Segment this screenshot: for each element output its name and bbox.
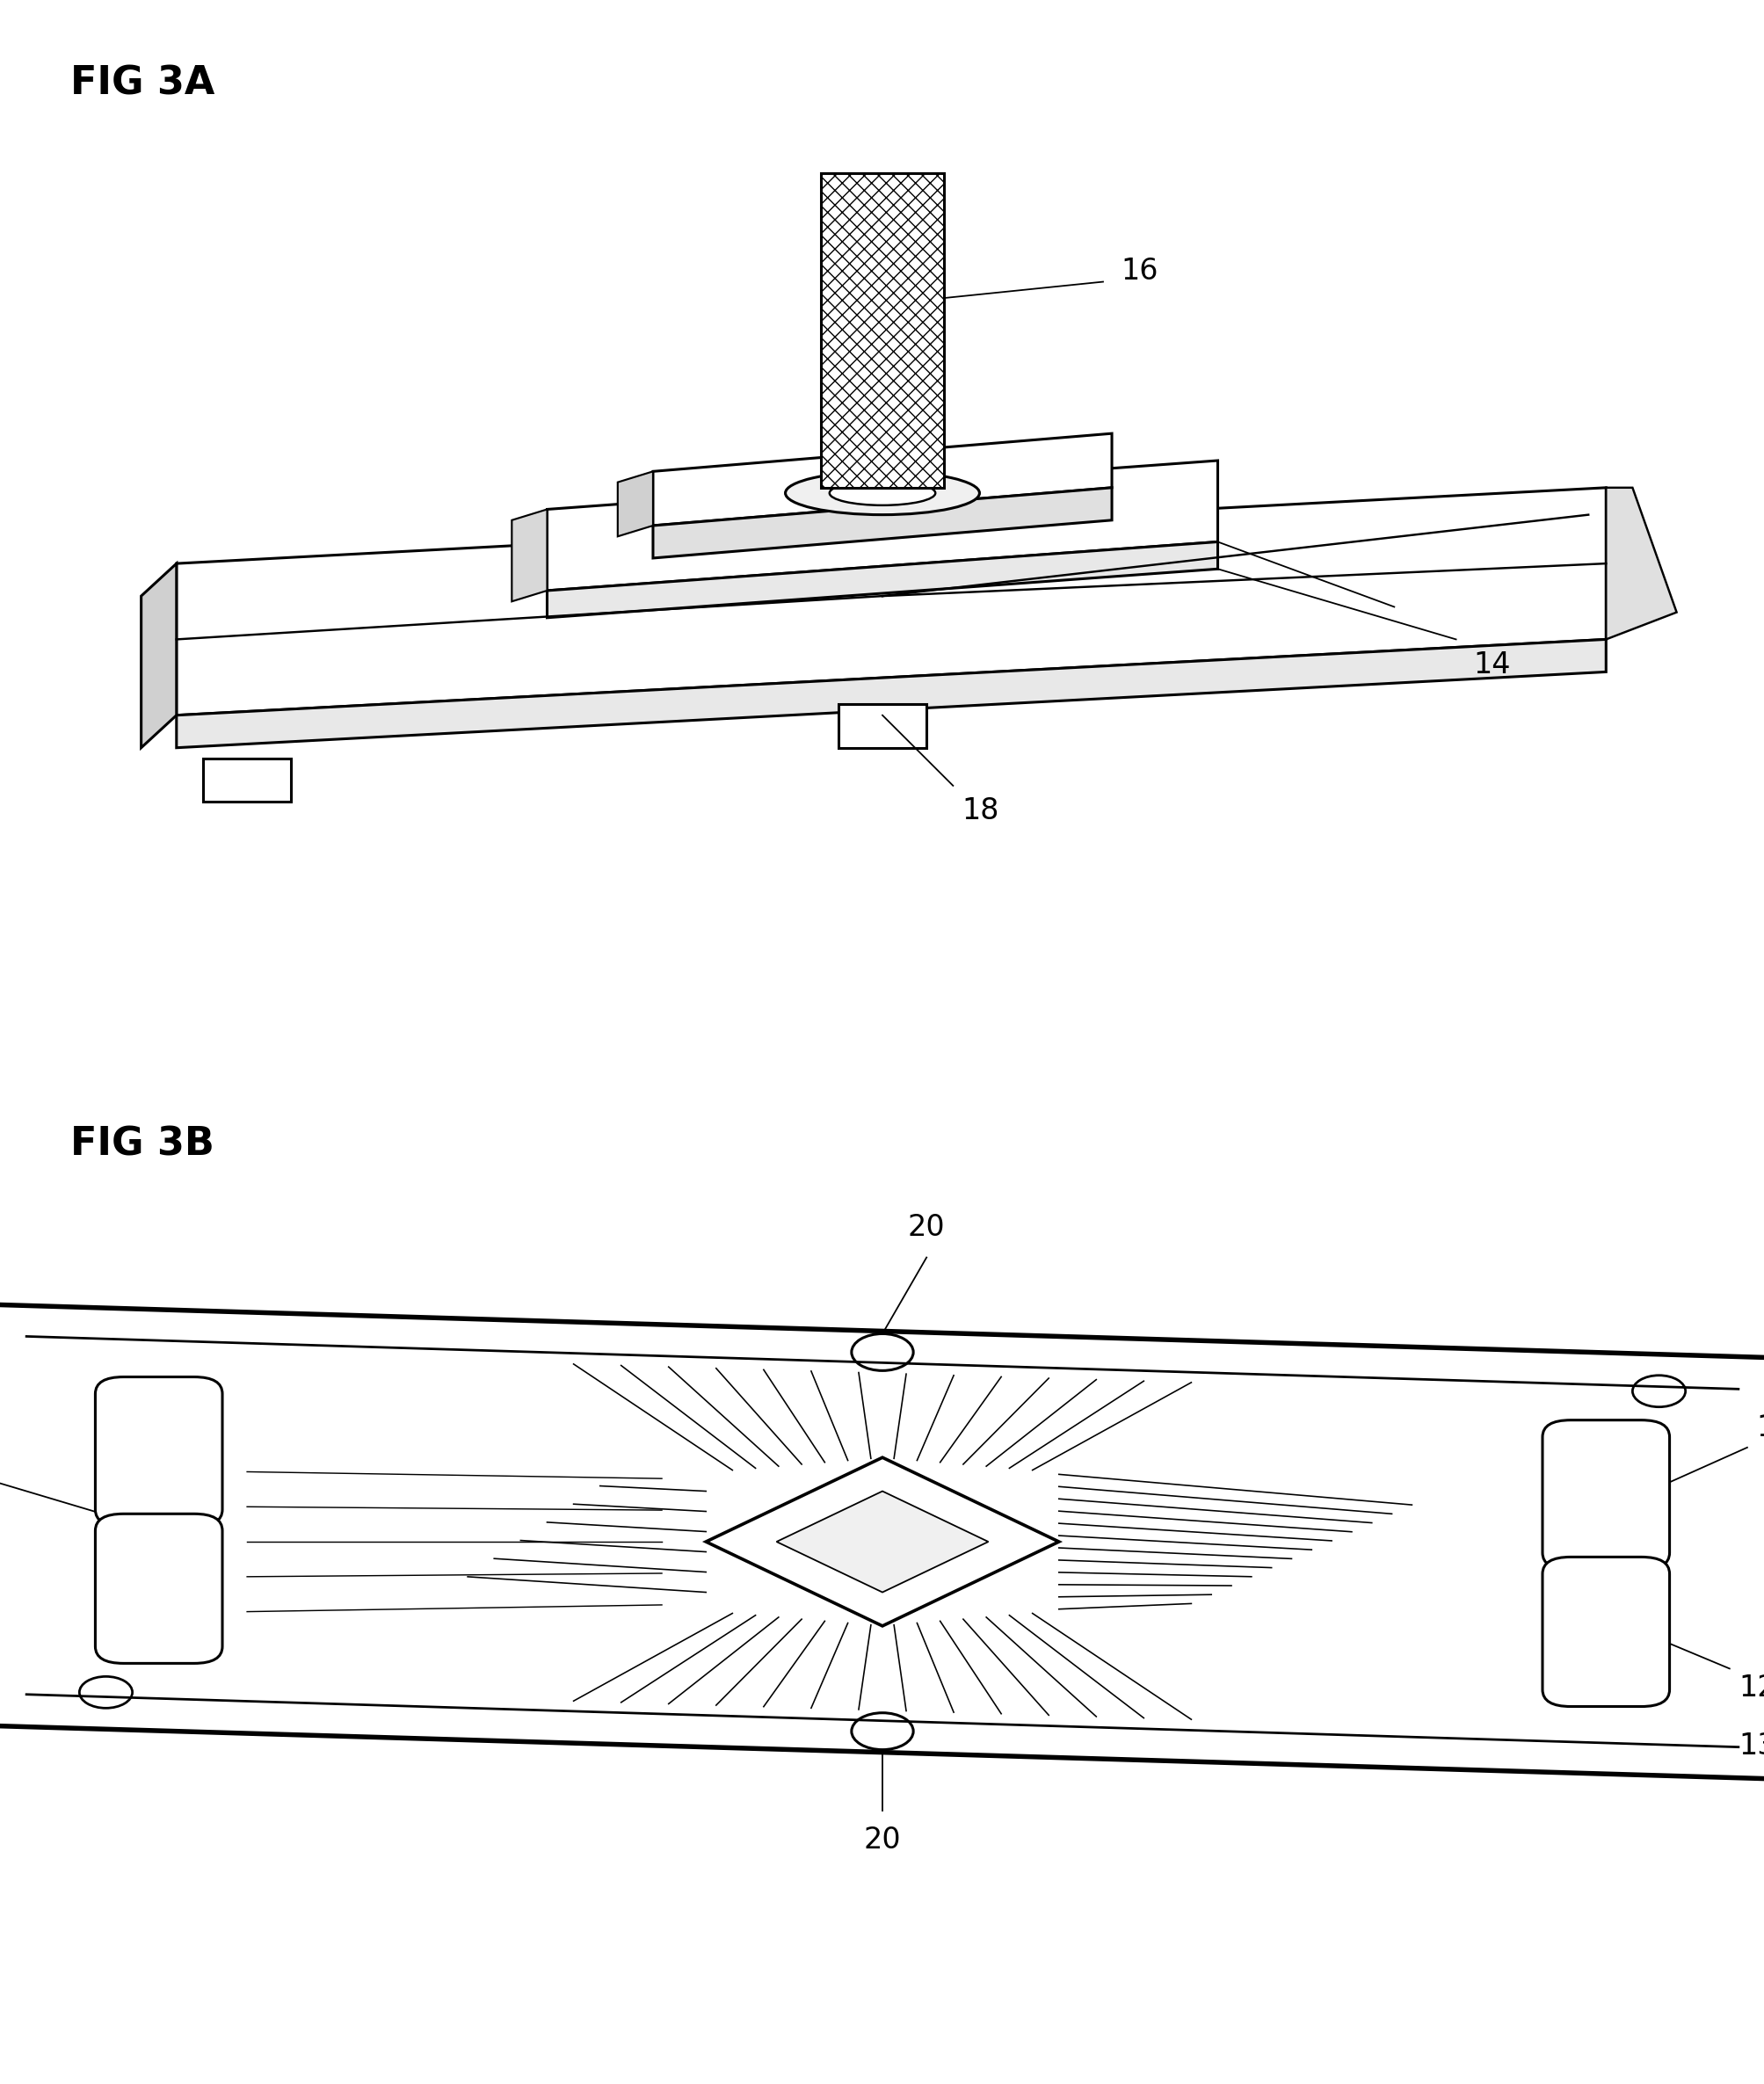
Text: 14: 14: [1473, 650, 1510, 679]
Text: 12: 12: [1738, 1673, 1764, 1703]
Text: FIG 3A: FIG 3A: [71, 65, 215, 102]
Polygon shape: [1605, 488, 1676, 640]
Polygon shape: [706, 1457, 1058, 1626]
Polygon shape: [512, 508, 547, 602]
Polygon shape: [776, 1492, 988, 1592]
Polygon shape: [547, 461, 1217, 590]
Text: 13: 13: [1738, 1732, 1764, 1761]
FancyBboxPatch shape: [95, 1378, 222, 1525]
Text: 18: 18: [961, 796, 998, 825]
Polygon shape: [617, 471, 653, 536]
Polygon shape: [176, 640, 1605, 748]
FancyBboxPatch shape: [1542, 1419, 1669, 1569]
Text: FIG 3B: FIG 3B: [71, 1125, 215, 1163]
Bar: [838, 704, 926, 748]
FancyBboxPatch shape: [1542, 1557, 1669, 1707]
Ellipse shape: [829, 481, 935, 504]
Text: 20: 20: [863, 1826, 901, 1855]
FancyBboxPatch shape: [95, 1513, 222, 1663]
Text: 12: 12: [1755, 1413, 1764, 1442]
Polygon shape: [176, 488, 1605, 715]
Ellipse shape: [785, 471, 979, 515]
Polygon shape: [141, 563, 176, 748]
FancyBboxPatch shape: [820, 173, 944, 488]
Bar: [203, 759, 291, 802]
Polygon shape: [0, 1305, 1764, 1778]
Polygon shape: [653, 433, 1111, 525]
Text: 20: 20: [907, 1213, 946, 1242]
Polygon shape: [547, 542, 1217, 617]
Text: 16: 16: [1120, 256, 1157, 286]
Polygon shape: [653, 488, 1111, 559]
